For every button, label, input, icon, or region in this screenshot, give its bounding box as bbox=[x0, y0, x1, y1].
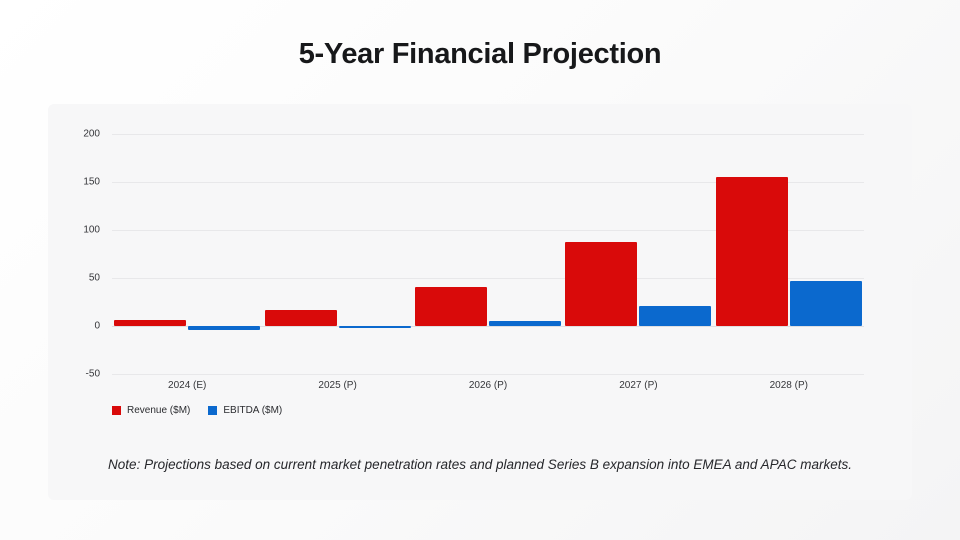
bar-revenue[interactable] bbox=[715, 177, 788, 326]
bar-group bbox=[413, 134, 563, 374]
bar-revenue[interactable] bbox=[565, 242, 638, 326]
x-axis-tick-label: 2025 (P) bbox=[318, 380, 357, 391]
x-axis-tick-label: 2028 (P) bbox=[769, 380, 808, 391]
y-axis-tick-label: 0 bbox=[94, 320, 100, 332]
bar-revenue[interactable] bbox=[114, 320, 187, 326]
y-axis-tick-label: 150 bbox=[83, 176, 100, 188]
legend-item-label: Revenue ($M) bbox=[127, 405, 191, 416]
legend-item[interactable]: EBITDA ($M) bbox=[208, 405, 282, 416]
bar-groups bbox=[112, 134, 864, 374]
bar-chart: 200 150 100 50 0 -50 Revenue ($M) EBITDA ($M) … bbox=[48, 104, 912, 434]
bar-ebitda[interactable] bbox=[789, 280, 862, 326]
bar-revenue[interactable] bbox=[414, 286, 487, 326]
bar-ebitda[interactable] bbox=[338, 326, 411, 328]
plot-area bbox=[112, 134, 864, 375]
bar-group bbox=[112, 134, 262, 374]
y-axis: 200 150 100 50 0 -50 bbox=[48, 129, 108, 380]
bar-ebitda[interactable] bbox=[488, 321, 561, 326]
x-axis-tick-label: 2027 (P) bbox=[619, 380, 658, 391]
bar-group bbox=[714, 134, 864, 374]
bar-group bbox=[262, 134, 412, 374]
y-axis-tick-label: 100 bbox=[83, 224, 100, 236]
y-axis-tick-label: 200 bbox=[83, 128, 100, 140]
legend-swatch-icon bbox=[112, 406, 121, 415]
footnote: Note: Projections based on current marke… bbox=[108, 457, 852, 472]
gridline bbox=[112, 278, 864, 279]
bar-revenue[interactable] bbox=[264, 309, 337, 326]
gridline bbox=[112, 230, 864, 231]
legend-item-label: EBITDA ($M) bbox=[223, 405, 283, 416]
gridline bbox=[112, 134, 864, 135]
legend-swatch-icon bbox=[208, 406, 218, 415]
bar-group bbox=[563, 134, 713, 374]
legend-item[interactable]: Revenue ($M) bbox=[112, 405, 190, 416]
bar-ebitda[interactable] bbox=[188, 326, 261, 330]
gridline bbox=[112, 374, 864, 375]
gridline bbox=[112, 182, 864, 183]
page-title: 5-Year Financial Projection bbox=[298, 38, 662, 70]
y-axis-tick-label: -50 bbox=[85, 368, 100, 380]
x-axis-tick-label: 2024 (E) bbox=[168, 380, 207, 391]
x-axis-tick-label: 2026 (P) bbox=[468, 380, 508, 391]
bar-ebitda[interactable] bbox=[639, 305, 712, 326]
chart-legend: Revenue ($M) EBITDA ($M) bbox=[112, 405, 282, 416]
gridline bbox=[112, 326, 864, 327]
y-axis-tick-label: 50 bbox=[88, 272, 100, 284]
